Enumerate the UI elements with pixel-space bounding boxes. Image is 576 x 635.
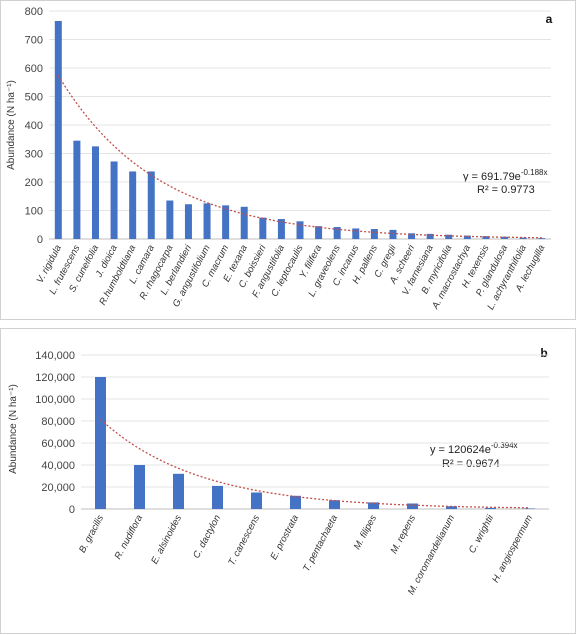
chart-panel-a: a Abundance (N ha⁻¹) y = 691.79e-0.188x … [0,0,576,320]
bar [519,237,527,239]
bar [446,506,457,509]
panel-label-b: b [540,346,547,360]
x-category-label: M. filipes [352,513,379,551]
y-tick-label: 300 [25,149,43,161]
bar [240,206,248,239]
bar [95,377,106,509]
bar [407,503,418,509]
y-tick-label: 400 [25,120,43,132]
trendline [57,75,542,239]
bar [501,236,509,239]
trend-equation-a: y = 691.79e-0.188x [463,168,548,183]
y-tick-label: 500 [25,92,43,104]
chart-b-svg: b Abundance (N ha⁻¹) y = 120624e-0.394x … [8,346,549,597]
bar [290,495,301,509]
panel-label-a: a [546,12,553,26]
x-category-label: C. wrightii [467,512,497,555]
chart-panel-b: b Abundance (N ha⁻¹) y = 120624e-0.394x … [0,328,576,634]
bar [129,171,137,239]
y-tick-label: 120,000 [35,372,75,384]
r-squared-a: R² = 0.9773 [477,184,535,196]
trend-equation-a-base: y = 691.79e [463,171,521,183]
bar [445,234,453,239]
y-tick-label: 200 [25,177,43,189]
r-squared-b: R² = 0.9674 [442,458,500,470]
y-tick-label: 600 [25,63,43,75]
bar [259,217,267,239]
bar [173,473,184,509]
bar [524,508,535,509]
x-category-label: T. pentachaeta [301,513,340,573]
trend-equation-a-exp: -0.188x [521,168,548,177]
bar [91,146,99,239]
y-axis-label-b: Abundance (N ha⁻¹) [8,384,19,474]
x-category-label: T. canescens [226,513,262,568]
trend-equation-b-base: y = 120624e [430,444,491,456]
bar [368,502,379,509]
chart-a-svg: a Abundance (N ha⁻¹) y = 691.79e-0.188x … [6,6,553,312]
y-tick-label: 40,000 [41,460,75,472]
bar [485,507,496,509]
x-category-label: E. prostrata [268,513,301,562]
y-tick-label: 60,000 [41,438,75,450]
bar [482,236,490,239]
bar [352,228,360,239]
bar [538,238,546,239]
y-tick-label: 700 [25,35,43,47]
y-tick-label: 800 [25,6,43,18]
bar [426,233,434,239]
x-category-label: C. dactylon [191,513,223,560]
y-tick-label: 0 [69,504,75,516]
bar [166,200,174,239]
bar [296,221,304,239]
trendline [100,419,530,509]
bar [203,203,211,239]
bar [54,20,62,239]
x-category-label: M. repens [389,513,419,556]
x-category-label: H. angiospermum [490,513,535,584]
bar [408,233,416,239]
bar [184,204,192,239]
bar [463,235,471,239]
y-tick-label: 100,000 [35,394,75,406]
bar [329,500,340,509]
bar [134,465,145,509]
bar [277,219,285,239]
x-category-label: B. gracilis [77,513,106,555]
bar [73,140,81,239]
x-category-label: E. alsinoides [149,513,184,566]
bar [251,492,262,509]
y-axis-label-a: Abundance (N ha⁻¹) [6,80,17,170]
bar [370,229,378,239]
bar [222,205,230,239]
y-tick-label: 100 [25,206,43,218]
y-tick-label: 0 [37,234,43,246]
trend-equation-b: y = 120624e-0.394x [430,441,518,456]
y-tick-label: 80,000 [41,416,75,428]
y-tick-label: 20,000 [41,482,75,494]
bar [110,161,118,239]
y-tick-label: 140,000 [35,350,75,362]
bar [212,485,223,509]
bar [315,226,323,239]
bar [147,171,155,239]
bar [333,227,341,239]
bar [389,229,397,239]
x-category-label: R. nudiflora [113,513,146,561]
trend-equation-b-exp: -0.394x [491,441,518,450]
